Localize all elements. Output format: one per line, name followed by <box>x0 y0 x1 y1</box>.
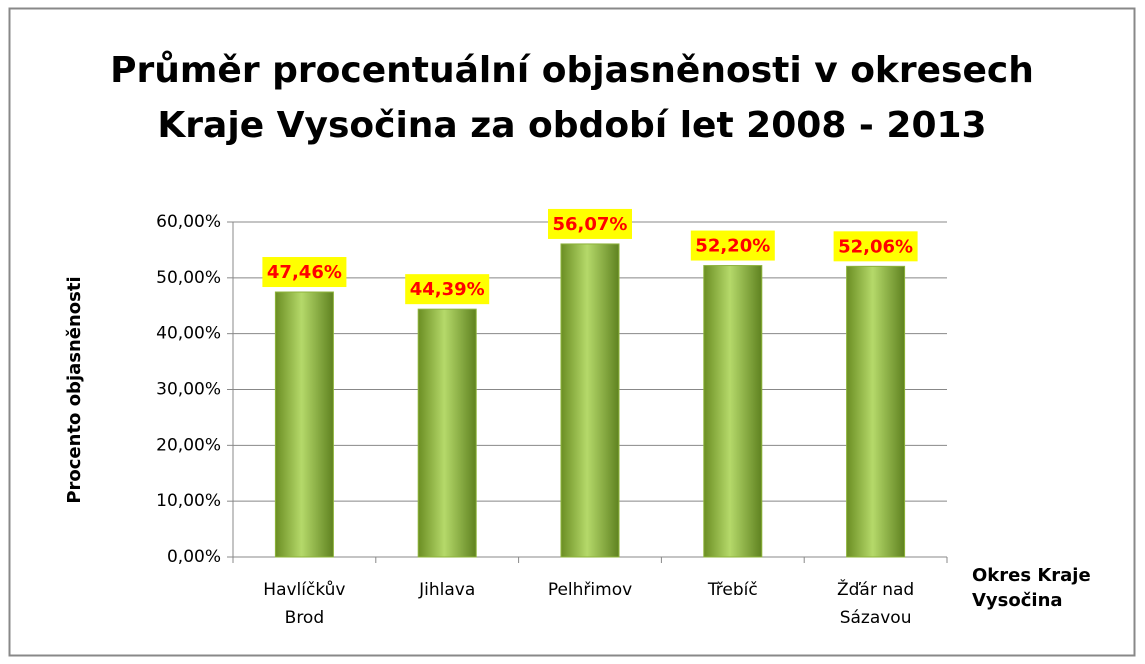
value-label-bg <box>833 231 918 262</box>
x-tick-label: Žďár nad Sázavou <box>837 578 914 628</box>
chart-title: Průměr procentuální objasněnosti v okres… <box>110 50 1034 146</box>
y-tick-label: 60,00% <box>156 212 221 232</box>
value-label: 47,46% <box>267 262 342 283</box>
y-tick-label: 20,00% <box>156 435 221 455</box>
value-label: 44,39% <box>410 279 485 300</box>
value-label: 52,20% <box>695 236 770 257</box>
value-label-bg <box>405 274 490 305</box>
x-axis-title: Okres Kraje Vysočina <box>972 565 1091 611</box>
x-tick-label: Třebíč <box>707 580 758 600</box>
x-tick-label: Jihlava <box>418 580 475 600</box>
y-tick-label: 40,00% <box>156 324 221 344</box>
value-label: 56,07% <box>553 214 628 235</box>
y-tick-label: 0,00% <box>167 547 221 567</box>
bar <box>703 265 763 558</box>
value-label: 52,06% <box>838 236 913 257</box>
value-label-bg <box>548 208 632 239</box>
bar <box>846 265 906 558</box>
value-label-bg <box>262 257 347 288</box>
y-tick-label: 30,00% <box>156 380 221 400</box>
y-axis-title: Procento objasněnosti <box>64 276 85 503</box>
bar <box>417 308 477 558</box>
value-label-bg <box>690 230 775 261</box>
bar <box>560 243 620 558</box>
y-tick-label: 50,00% <box>156 268 221 288</box>
bar <box>274 291 334 558</box>
y-tick-label: 10,00% <box>156 491 221 511</box>
x-tick-label: Pelhřimov <box>548 580 632 600</box>
x-tick-label: Havlíčkův Brod <box>263 580 345 628</box>
